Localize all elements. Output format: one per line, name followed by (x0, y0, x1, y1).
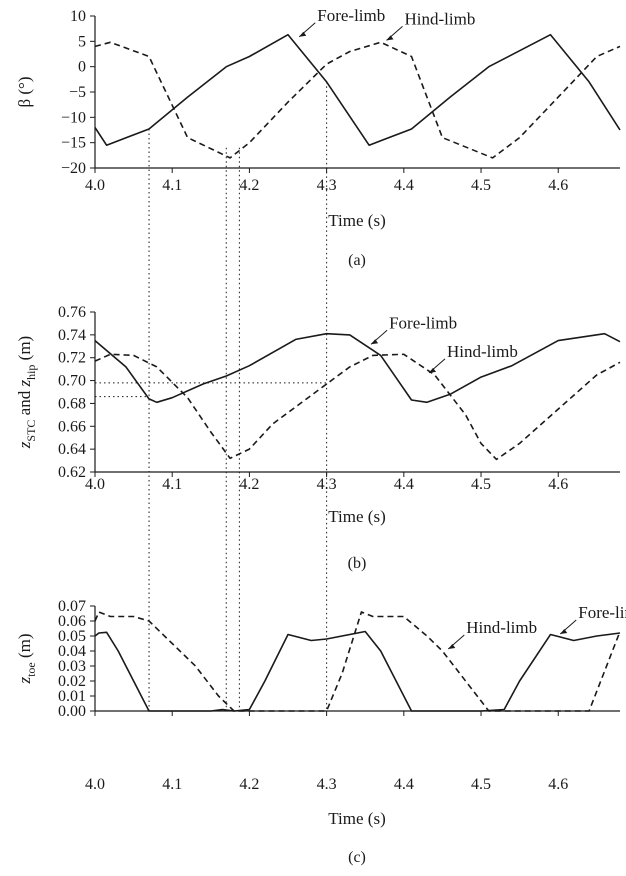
y-tick-label: 0.74 (58, 327, 86, 344)
x-axis-title: Time (s) (328, 507, 385, 526)
y-axis-title-symbol: z (15, 380, 34, 388)
y-axis-title-part: hip (24, 365, 38, 380)
y-axis-title-part: (m) (15, 633, 34, 662)
x-axis-title: Time (s) (328, 211, 385, 230)
y-tick-label: −15 (61, 135, 86, 152)
series-line-hind-limb (94, 353, 621, 461)
x-tick-label: 4.2 (239, 476, 259, 493)
annotation-label: Fore-limb (389, 313, 457, 332)
annotation-label: Hind-limb (466, 618, 537, 637)
panel-label: (c) (348, 849, 366, 866)
y-tick-label: 0.03 (58, 658, 86, 675)
y-tick-label: 0.06 (58, 613, 86, 630)
annotation-arrowhead (299, 31, 307, 37)
y-tick-label: 0.05 (58, 628, 86, 645)
series-line-fore-limb (94, 630, 621, 712)
y-tick-label: 0.01 (58, 688, 86, 705)
x-tick-label: 4.4 (394, 476, 414, 493)
y-tick-label: 10 (70, 8, 86, 25)
y-axis-title-text: and (15, 387, 34, 420)
y-tick-label: −10 (61, 109, 86, 126)
panel-label: (b) (348, 555, 367, 572)
y-tick-label: 5 (78, 33, 86, 50)
x-tick-label: 4.2 (239, 776, 259, 793)
x-tick-label: 4.1 (162, 476, 182, 493)
y-axis-title-part: toe (24, 662, 38, 677)
annotation-label: Hind-limb (405, 9, 476, 28)
x-tick-label: 4.3 (317, 476, 337, 493)
y-axis-title-part: z (15, 677, 34, 685)
annotation-arrowhead (560, 629, 568, 634)
x-tick-label: 4.5 (471, 177, 491, 194)
y-axis-title-part: z (15, 441, 34, 449)
y-axis-title: zSTC and zhip (m) (15, 336, 38, 449)
y-tick-label: 0.62 (58, 464, 86, 481)
x-tick-label: 4.1 (162, 177, 182, 194)
y-tick-label: 0 (78, 59, 86, 76)
annotation-arrowhead (448, 644, 456, 649)
y-tick-label: 0.68 (58, 395, 86, 412)
y-tick-label: 0.76 (58, 304, 86, 321)
y-axis-title-part: (m) (15, 336, 34, 365)
panel-2: 0.76 0.74 0.72 0.70 0.68 0.66 0.64 0.624.0 4.1 4.… (15, 304, 621, 572)
y-axis-title: β (°) (15, 76, 34, 107)
y-tick-label: 0.70 (58, 373, 86, 390)
annotation-label: Hind-limb (447, 342, 518, 361)
panel-label: (a) (348, 252, 366, 269)
y-tick-label: 0.64 (58, 441, 86, 458)
y-tick-label: 0.02 (58, 673, 86, 690)
x-tick-label: 4.0 (85, 776, 105, 793)
reference-lines (95, 81, 328, 711)
y-tick-label: −20 (61, 160, 86, 177)
y-tick-label: −5 (69, 84, 86, 101)
x-tick-label: 4.6 (548, 177, 568, 194)
y-tick-label: 0.66 (58, 418, 86, 435)
panel-3: 0.070.060.050.040.030.020.010.00 4.0 4.1 4.… (15, 598, 626, 866)
annotation-arrowhead (371, 339, 379, 345)
y-axis-title-part: STC (24, 420, 38, 442)
annotation-label: Fore-limb (317, 6, 385, 25)
y-tick-label: 0.07 (58, 598, 86, 615)
x-tick-label: 4.6 (548, 776, 568, 793)
y-tick-label: 0.04 (58, 643, 86, 660)
y-axis-title-part: and z (15, 380, 34, 420)
annotation-arrowhead (428, 367, 436, 373)
series-line-hind-limb (94, 611, 621, 712)
x-tick-label: 4.6 (548, 476, 568, 493)
annotation-label: Fore-limb (578, 603, 626, 622)
x-tick-label: 4.3 (317, 776, 337, 793)
y-tick-label: 0.00 (58, 703, 86, 720)
x-tick-label: 4.0 (85, 177, 105, 194)
y-axis-title: ztoe (m) (15, 633, 38, 684)
series-line-hind-limb (94, 41, 621, 159)
annotation-arrowhead (386, 35, 394, 41)
x-axis-title: Time (s) (328, 809, 385, 828)
x-tick-label: 4.4 (394, 776, 414, 793)
x-tick-label: 4.5 (471, 476, 491, 493)
x-tick-label: 4.2 (239, 177, 259, 194)
x-tick-label: 4.5 (471, 776, 491, 793)
series-line-fore-limb (94, 332, 621, 404)
x-tick-label: 4.0 (85, 476, 105, 493)
x-tick-label: 4.4 (394, 177, 414, 194)
x-tick-label: 4.1 (162, 776, 182, 793)
y-tick-label: 0.72 (58, 350, 86, 367)
series-line-fore-limb (94, 33, 621, 146)
